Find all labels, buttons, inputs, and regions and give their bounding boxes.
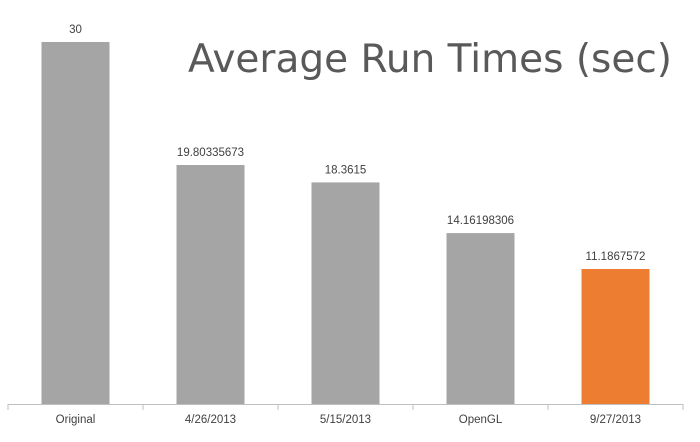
bar-5	[581, 269, 650, 404]
data-label-2: 19.80335673	[177, 147, 244, 159]
x-axis	[7, 404, 684, 410]
bar-2	[176, 165, 245, 404]
x-tick-labels-group: Original 4/26/2013 5/15/2013 OpenGL 9/27/201…	[56, 414, 641, 426]
data-label-4: 14.16198306	[447, 215, 514, 227]
data-label-3: 18.3615	[325, 164, 367, 176]
bars-group	[41, 42, 650, 404]
x-tick-label-2: 4/26/2013	[185, 414, 236, 426]
data-label-5: 11.1867572	[586, 251, 646, 263]
bar-3	[311, 182, 380, 404]
x-tick-label-3: 5/15/2013	[320, 414, 371, 426]
bar-4	[446, 233, 515, 404]
x-tick-label-5: 9/27/2013	[590, 414, 641, 426]
chart-title: Average Run Times (sec)	[188, 37, 672, 82]
data-labels-group: 30 19.80335673 18.3615 14.16198306 11.186757…	[69, 24, 645, 263]
bar-1	[41, 42, 110, 404]
x-tick-label-1: Original	[56, 414, 96, 426]
data-label-1: 30	[69, 24, 82, 36]
x-tick-label-4: OpenGL	[459, 414, 503, 426]
